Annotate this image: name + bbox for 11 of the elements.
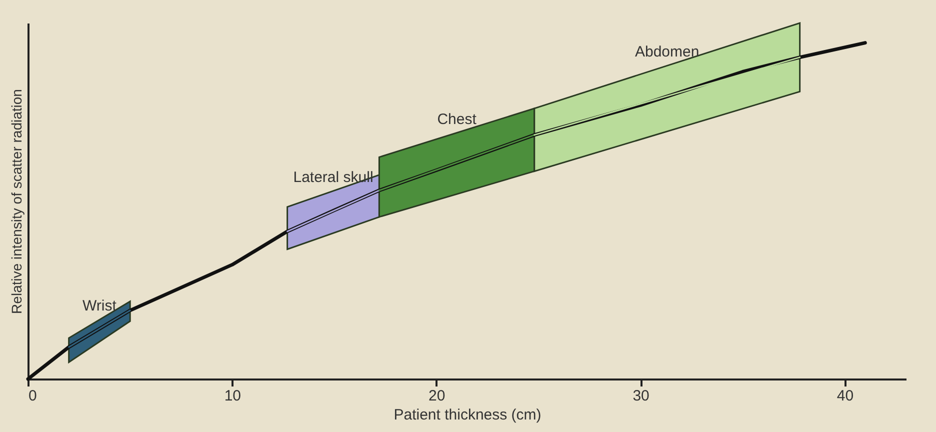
x-tick-label: 0 bbox=[28, 388, 37, 404]
series-label: Lateral skull bbox=[293, 168, 374, 186]
series-label: Wrist bbox=[82, 298, 118, 315]
series-label: Chest bbox=[437, 110, 478, 128]
series-label: Abdomen bbox=[634, 44, 700, 61]
x-tick-label: 10 bbox=[224, 388, 242, 404]
x-tick-label: 20 bbox=[428, 388, 446, 404]
x-tick-label: 40 bbox=[836, 388, 854, 404]
y-axis-title: Relative intensity of scatter radiation bbox=[8, 89, 24, 314]
x-axis-title: Patient thickness (cm) bbox=[394, 406, 542, 424]
x-tick-label: 30 bbox=[632, 388, 650, 404]
